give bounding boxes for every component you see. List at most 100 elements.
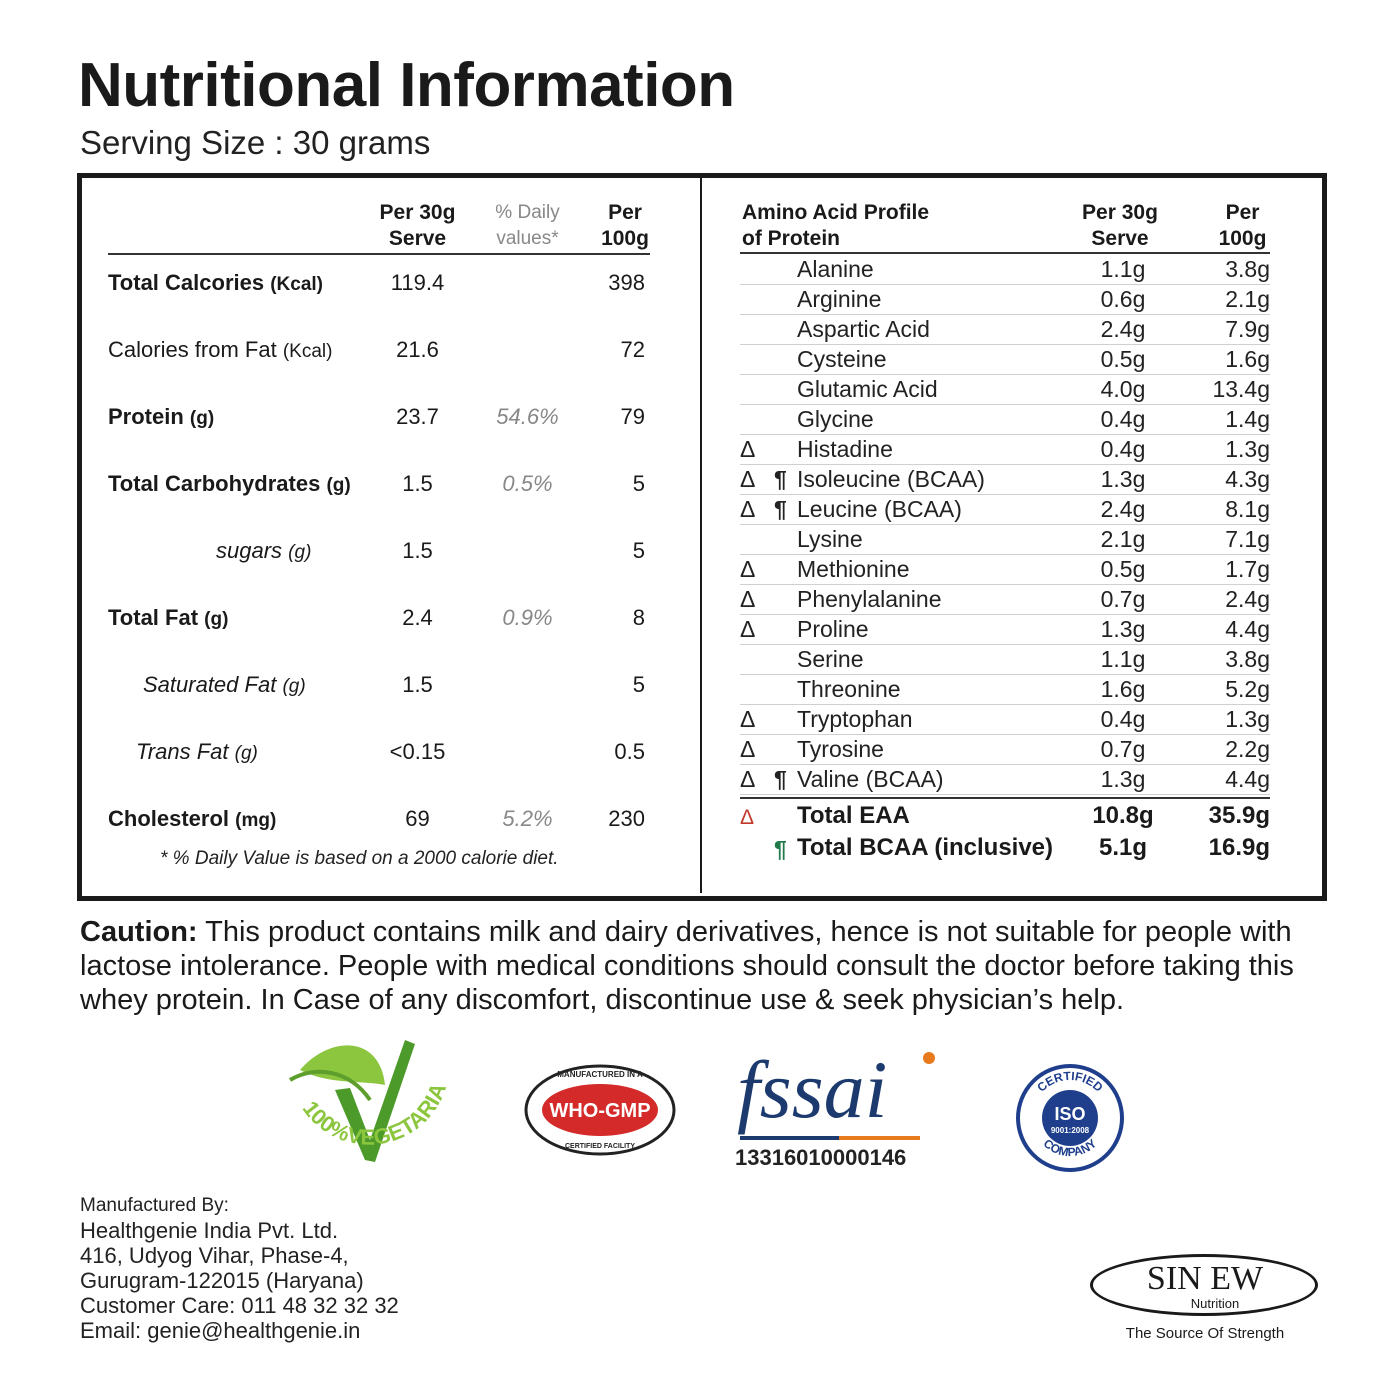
amino-per-serve: 0.5g	[1100, 346, 1146, 372]
amino-per-100g: 7.9g	[1225, 316, 1270, 342]
nutrient-name: Total Carbohydrates	[108, 471, 321, 496]
brand-ellipse	[1090, 1254, 1318, 1316]
brand-sub: Nutrition	[1190, 1296, 1240, 1311]
amino-name: Phenylalanine	[797, 586, 942, 612]
amino-name: Glutamic Acid	[797, 376, 938, 402]
amino-per-100g: 3.8g	[1225, 646, 1270, 672]
nutrition-row: Trans Fat (g) <0.15 0.5	[108, 737, 653, 771]
amino-per-serve: 2.1g	[1100, 526, 1146, 552]
amino-per-100g: 13.4g	[1212, 376, 1270, 402]
nutrient-label: Total Fat (g)	[108, 605, 228, 631]
amino-per-serve: 2.4g	[1100, 496, 1146, 522]
nutrient-name: Total Fat	[108, 605, 199, 630]
nutrient-per-serve: 1.5	[402, 672, 433, 697]
who-gmp-badge: MANUFACTURED IN A WHO-GMP CERTIFIED FACI…	[524, 1064, 676, 1156]
amino-header-rule	[740, 252, 1270, 254]
amino-row: Serine 1.1g 3.8g	[740, 644, 1270, 675]
bcaa-mark: ¶	[774, 836, 787, 862]
email: Email: genie@healthgenie.in	[80, 1318, 361, 1343]
amino-per-100g: 2.2g	[1225, 736, 1270, 762]
amino-per-serve: 0.5g	[1100, 556, 1146, 582]
nutrient-per-100g: 79	[620, 404, 645, 429]
nutrient-unit: (g)	[234, 743, 258, 764]
amino-name: Proline	[797, 616, 869, 642]
amino-per-serve: 1.6g	[1100, 676, 1146, 702]
total-bcaa-serve: 5.1g	[1098, 834, 1148, 861]
fssai-badge: fssai 13316010000146	[735, 1040, 945, 1170]
nutrient-per-serve: 1.5	[402, 538, 433, 563]
total-eaa-label: Total EAA	[797, 802, 910, 829]
amino-name: Histadine	[797, 436, 893, 462]
customer-care: Customer Care: 011 48 32 32 32	[80, 1293, 399, 1318]
amino-row: Aspartic Acid 2.4g 7.9g	[740, 314, 1270, 345]
nutrient-unit: (g)	[288, 542, 312, 563]
nutrient-per-serve: 119.4	[390, 270, 445, 295]
total-bcaa-per100: 16.9g	[1208, 834, 1270, 861]
nutrient-unit: (g)	[282, 676, 306, 697]
iso-main-text: ISO	[1054, 1104, 1085, 1124]
nutrient-name: Trans Fat	[136, 739, 229, 764]
amino-per-serve: 1.3g	[1100, 466, 1146, 492]
fssai-license: 13316010000146	[735, 1145, 907, 1170]
amino-per-100g: 5.2g	[1225, 676, 1270, 702]
amino-per-100g: 4.4g	[1225, 616, 1270, 642]
amino-per-100g: 1.3g	[1225, 706, 1270, 732]
total-eaa-per100: 35.9g	[1208, 802, 1270, 829]
nutrient-per-100g: 5	[632, 471, 645, 496]
nutrient-label: sugars (g)	[216, 538, 311, 564]
fssai-logo: fssai	[737, 1044, 888, 1135]
manufacturer-block: Manufactured By: Healthgenie India Pvt. …	[80, 1193, 399, 1343]
amino-row: Δ ¶ Valine (BCAA) 1.3g 4.4g	[740, 764, 1270, 795]
fssai-dot-icon	[923, 1052, 935, 1064]
nutrient-label: Total Carbohydrates (g)	[108, 471, 351, 497]
total-eaa-serve: 10.8g	[1092, 802, 1154, 829]
amino-per-serve: 0.4g	[1100, 706, 1146, 732]
eaa-mark: Δ	[740, 466, 756, 492]
nutrient-per-100g: 8	[632, 605, 645, 630]
amino-per-100g: 3.8g	[1225, 256, 1270, 282]
eaa-mark: Δ	[740, 586, 756, 612]
amino-row: Δ ¶ Leucine (BCAA) 2.4g 8.1g	[740, 494, 1270, 525]
vegetarian-badge: 100%VEGETARIAN	[270, 1030, 451, 1162]
amino-per-serve: 0.6g	[1100, 286, 1146, 312]
amino-per-serve: 0.7g	[1100, 736, 1146, 762]
bcaa-mark: ¶	[774, 496, 787, 522]
iso-badge: CERTIFIED COMPANY ISO 9001:2008	[1016, 1064, 1124, 1172]
amino-row: Δ Histadine 0.4g 1.3g	[740, 434, 1270, 465]
total-eaa-row: Δ Total EAA 10.8g 35.9g	[740, 802, 1270, 834]
amino-name: Threonine	[797, 676, 901, 702]
amino-row: Glutamic Acid 4.0g 13.4g	[740, 374, 1270, 405]
amino-name: Glycine	[797, 406, 874, 432]
nutrient-name: Cholesterol	[108, 806, 230, 831]
nutrient-unit: (mg)	[235, 810, 277, 831]
amino-name: Serine	[797, 646, 864, 672]
brand-name: SIN EW	[1146, 1260, 1264, 1297]
amino-per-serve: 1.3g	[1100, 616, 1146, 642]
nutrition-row: Cholesterol (mg) 69 5.2% 230	[108, 804, 653, 838]
nutrient-label: Calories from Fat (Kcal)	[108, 337, 332, 363]
fssai-underline	[740, 1136, 920, 1140]
nutrient-per-100g: 230	[608, 806, 645, 831]
amino-per-100g: 1.4g	[1225, 406, 1270, 432]
eaa-mark: Δ	[740, 436, 756, 462]
nutrient-per-serve: <0.15	[389, 739, 446, 764]
amino-row: Δ Tryptophan 0.4g 1.3g	[740, 704, 1270, 735]
amino-header-name: Amino Acid Profile of Protein	[742, 201, 930, 250]
amino-per-serve: 0.4g	[1100, 406, 1146, 432]
nutrient-label: Cholesterol (mg)	[108, 806, 276, 832]
amino-name: Tyrosine	[797, 736, 884, 762]
brand-logo: SIN EW Nutrition The Source Of Strength	[1090, 1250, 1320, 1350]
amino-per-serve: 0.7g	[1100, 586, 1146, 612]
bcaa-mark: ¶	[774, 466, 787, 492]
who-main-text: WHO-GMP	[549, 1100, 650, 1122]
who-top-text: MANUFACTURED IN A	[557, 1070, 643, 1079]
iso-standard-text: 9001:2008	[1051, 1126, 1090, 1135]
amino-name: Arginine	[797, 286, 882, 312]
manufacturer-line: 416, Udyog Vihar, Phase-4,	[80, 1243, 349, 1268]
nutrient-daily-value: 0.5%	[502, 471, 553, 496]
nutrition-row: Total Carbohydrates (g) 1.5 0.5% 5	[108, 469, 653, 503]
amino-per-100g: 7.1g	[1225, 526, 1270, 552]
amino-per-100g: 1.3g	[1225, 436, 1270, 462]
amino-row: Δ Methionine 0.5g 1.7g	[740, 554, 1270, 585]
amino-per-100g: 2.1g	[1225, 286, 1270, 312]
